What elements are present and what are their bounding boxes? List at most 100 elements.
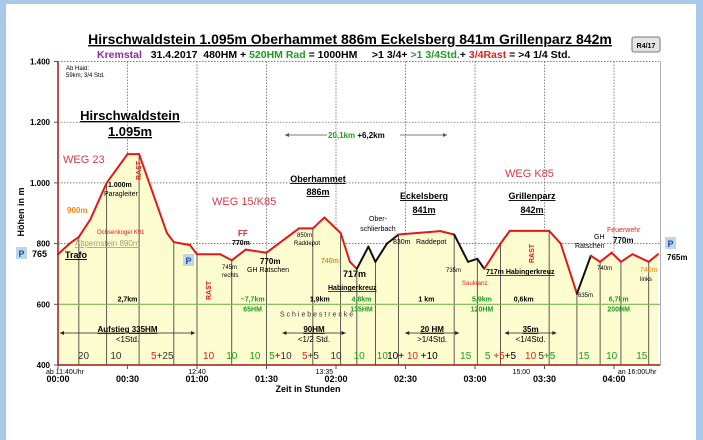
subtitle-part: 31.4.2017 480HM + [142,49,249,61]
segment-distance-label: 200HM [607,306,630,313]
duration-arrow-title: Aufstieg 335HM [97,325,157,334]
schiebestrecke-label: S c h i e b e s t r e c k e [280,311,353,318]
minutes-part: 5 [302,351,308,362]
profile-segment [559,242,578,295]
y-tick-label: 1.200 [30,118,51,127]
weg-15-k85-label: WEG 15/K85 [212,196,276,208]
segment-distance-label: 6,7km [609,296,629,303]
minutes-label: 5 +5+5 [485,351,517,362]
r417-button[interactable]: R4/17 [631,36,661,53]
profile-segment [230,248,247,262]
profile-segment [610,251,622,263]
label-635m: 635m [578,293,593,299]
minutes-label: 5+5 [538,351,555,362]
minutes-part: +25 [157,351,174,362]
r417-label[interactable]: R4/17 [637,43,656,50]
chart-labels: Aufstieg 335HM<1Std. 90HM<1/2 Std. 20 HM>1… [60,325,648,362]
segment-distance-label: 5,9km [472,296,492,303]
minutes-part: 5 [269,351,275,362]
subtitle-part: + [460,49,469,61]
subtitle-part: 3/4Rast [469,49,507,61]
label-740m: 740m [597,266,612,272]
profile-segment [599,251,613,263]
y-tick-label: 800 [37,240,51,249]
arrow-head-right-icon [552,331,557,335]
profile-segment [439,230,456,236]
label-770m-gh: 770m [260,257,280,266]
minutes-part: 10 [330,351,342,362]
profile-segment [367,245,377,263]
label-770m-ff: 770m [232,240,250,247]
profile-segment [311,216,326,230]
minutes-part: 10 [226,351,238,362]
profile-segment [219,253,233,262]
label-ff: FF [238,229,248,238]
peak-hirschwaldstein-alt: 1.095m [108,124,152,139]
label-links: links [640,277,652,283]
profile-fill [58,154,659,365]
subtitle-part: >1 3/4Std. [410,49,459,61]
minutes-label: 10 [249,351,261,362]
duration-arrow-title: 90HM [303,325,325,334]
clock-time-label: an 16:00Uhr [618,369,657,376]
segment-distance-label: ~7,7km [241,296,265,303]
profile-segment [476,257,486,270]
minutes-label: 10 [110,351,122,362]
profile-segment [172,241,192,247]
y-tick-label: 1.400 [30,58,51,67]
minutes-label: 10 [330,351,342,362]
profile-segment [397,230,442,236]
minutes-label: 10 [606,351,618,362]
arrow-head-left-icon [285,133,289,137]
x-tick-label: 03:30 [533,374,556,384]
label-rechts: rechts [222,273,238,279]
profile-segment [548,229,562,245]
ab-haid-detail: 59km; 3/4 Std. [66,73,105,79]
peak-oberhammet-name: Oberhammet [290,174,346,184]
profile-segment [68,235,80,245]
x-tick-label: 01:00 [185,374,208,384]
arrow-head-left-icon [405,331,410,335]
label-ochsenkogel: Ochsenkogel K91 [97,230,145,236]
profile-segment [265,227,300,254]
parking-icon-start [16,247,27,259]
profile-segment [575,254,592,295]
segment-distance-label: 120HM [471,306,494,313]
minutes-part: 10 [249,351,261,362]
arrow-head-left-icon [60,331,64,335]
label-ober: Ober- [369,216,388,223]
peak-grillenparz-name: Grillenparz [508,191,556,201]
segment-distance-label: 135HM [350,306,373,313]
minutes-part: 5 [151,351,157,362]
minutes-label: 10 [525,351,537,362]
arrow-head-right-icon [341,331,346,335]
label-habingerkreuz: Habingerkreuz [328,285,377,292]
profile-segment [348,260,358,270]
x-tick-label: 00:30 [116,374,139,384]
minutes-label: 10 [226,351,238,362]
minutes-label: 20 [78,351,90,362]
profile-segment [374,242,388,263]
subtitle-part: Kremstal [97,49,142,61]
parking-icon-start-letter: P [18,249,24,259]
label-gh-ratschen: GH Ratschen [247,267,289,274]
r417-button-box[interactable] [631,36,661,53]
minutes-part: +10 [418,351,438,362]
segment-distance-label: 65HM [243,306,262,313]
segment-vertical-lines [78,154,650,365]
profile-segment [355,245,370,270]
profile-segment [631,253,650,263]
duration-arrow-time: <1/2 Std. [298,335,330,344]
segment-distance-label: 2,7km [118,296,138,303]
start-elevation: 765 [32,249,47,259]
label-735m: 735m [446,268,461,274]
total-distance-label: 20,1km +6,2km [328,131,385,140]
minutes-part: 5 [485,351,493,362]
duration-arrow-title: 35m [523,325,539,334]
label-gh: GH [594,234,605,241]
duration-arrow-time: <1Std. [116,335,139,344]
duration-arrow-title: 20 HM [420,325,444,334]
profile-segment [165,231,175,244]
arrow-head-left-icon [504,331,509,335]
